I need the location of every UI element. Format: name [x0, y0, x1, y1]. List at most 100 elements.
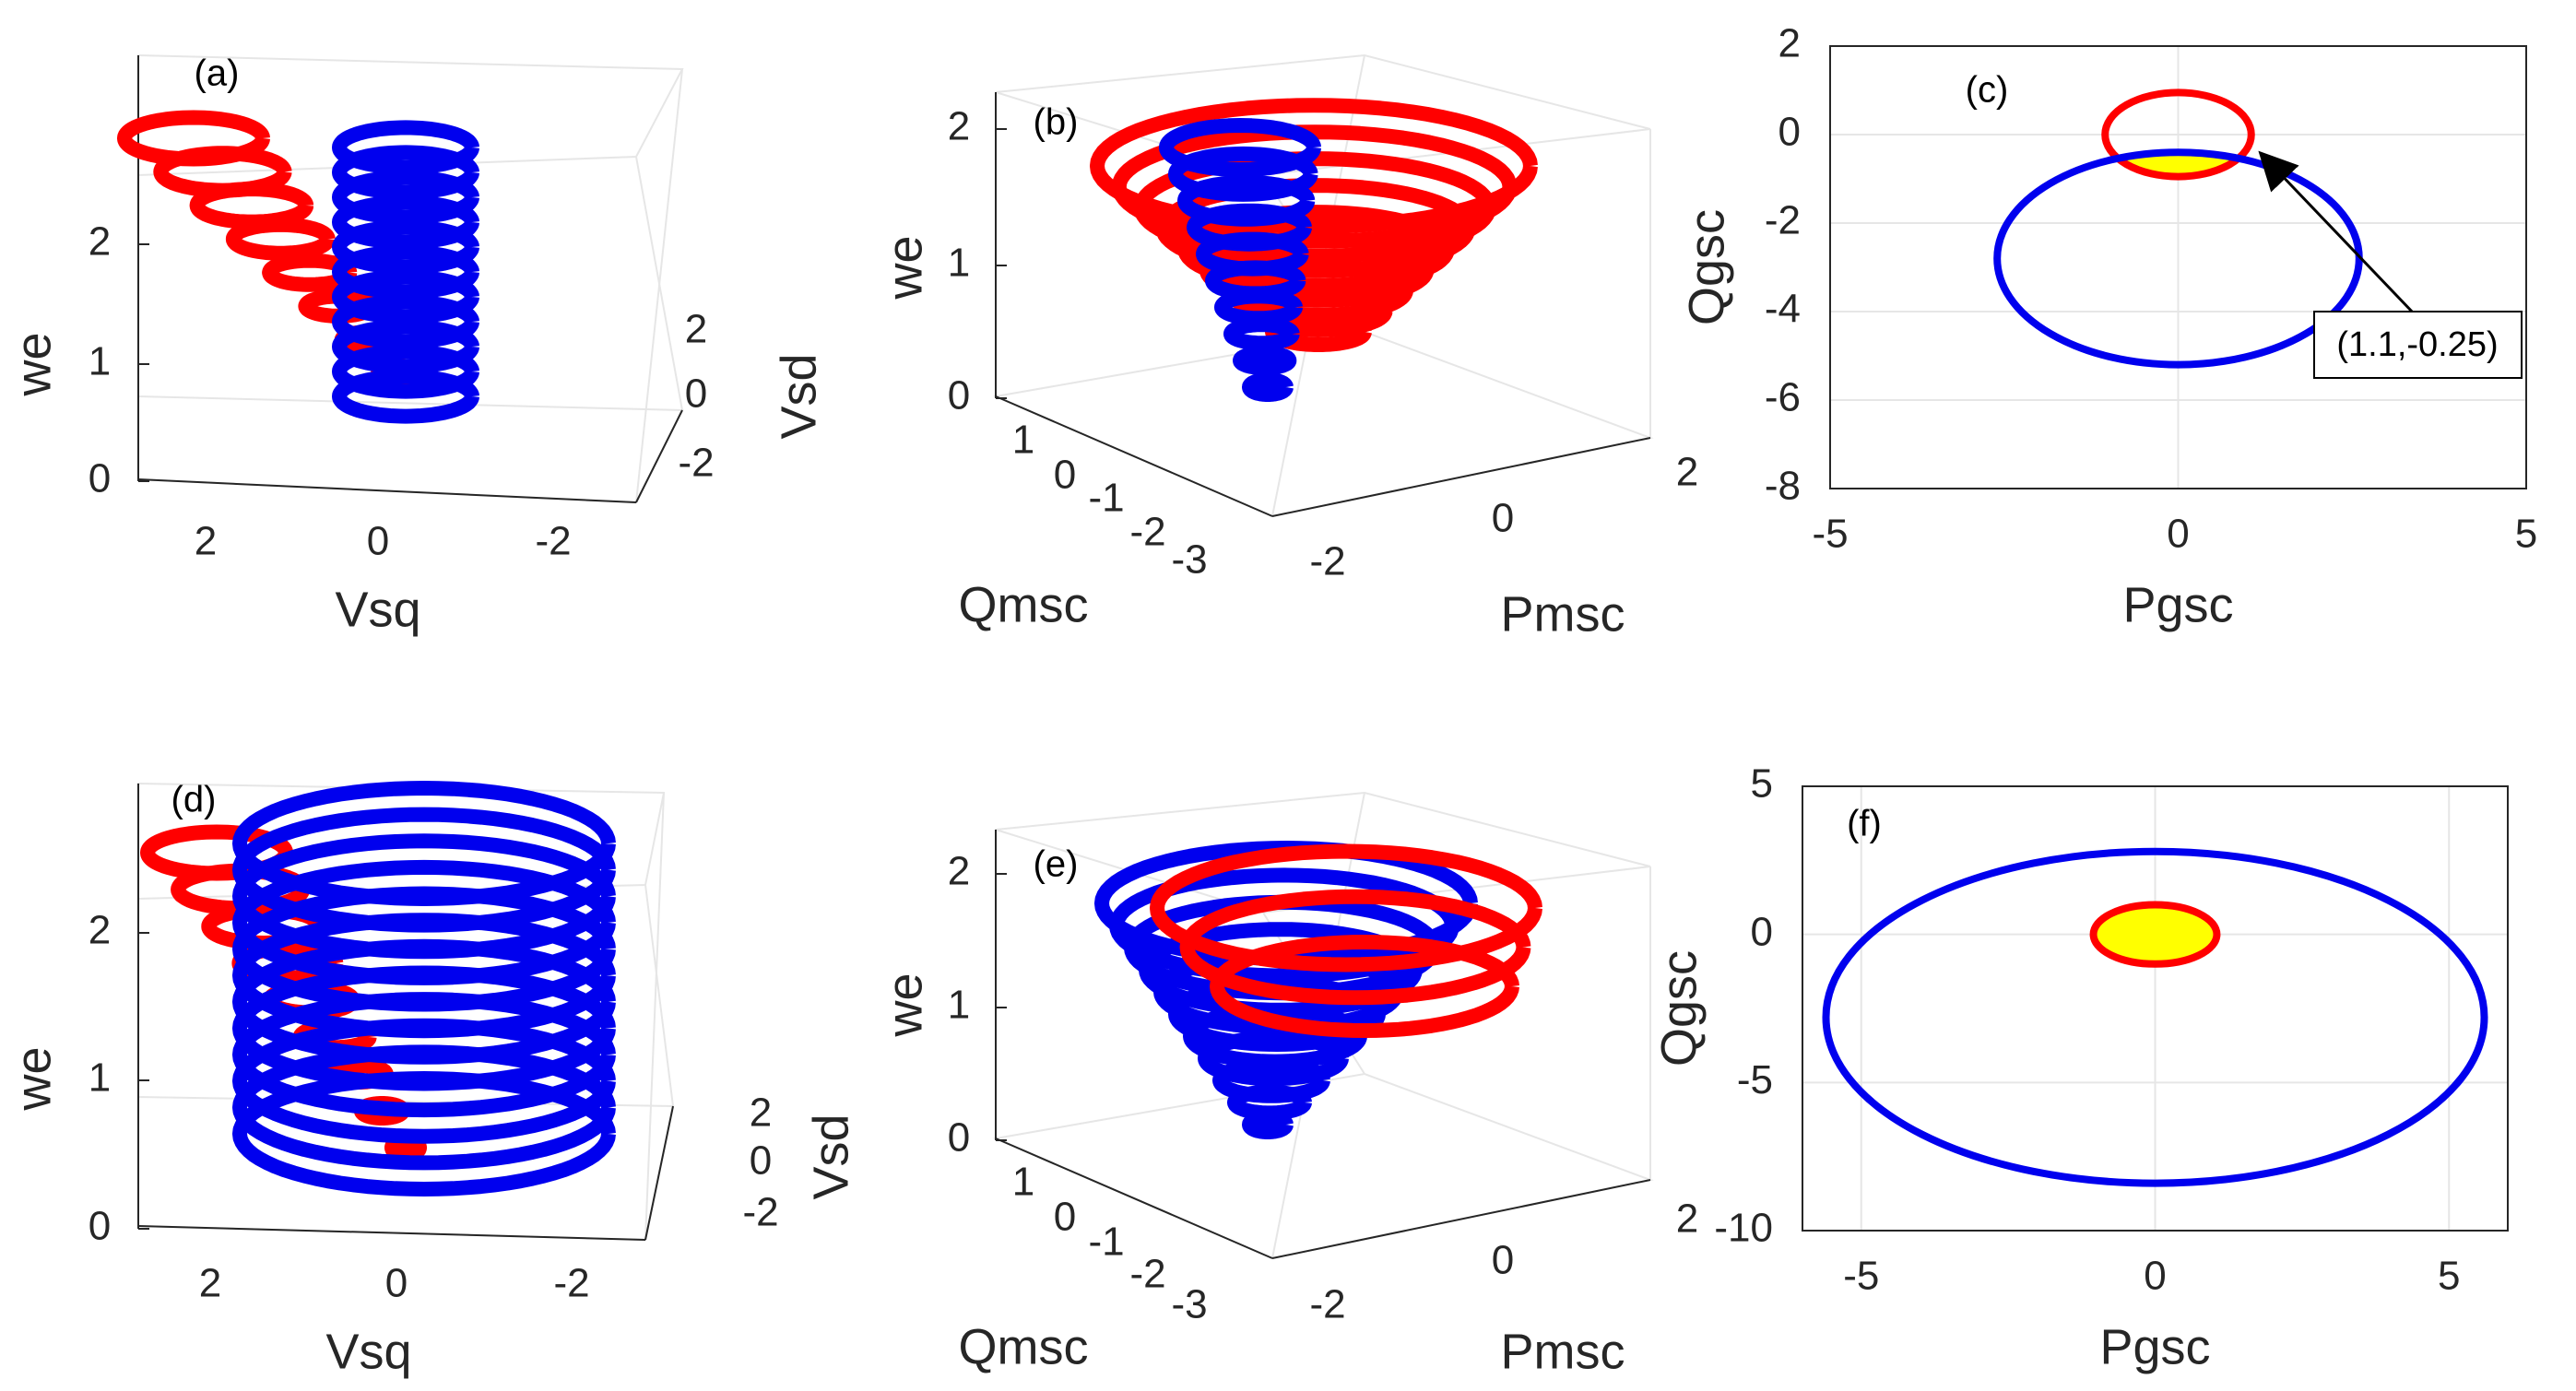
curve-c-red [2101, 88, 2255, 181]
helix-d-blue-turn-2 [232, 807, 616, 933]
x-tick-e-2: -1 [1088, 1220, 1124, 1265]
x-tick-d-2: -2 [553, 1261, 589, 1306]
z-tick-e-2: 2 [948, 849, 970, 894]
helix-a-blue-turn-10 [332, 344, 479, 399]
z-tick-a-2: 2 [89, 219, 111, 265]
x-label-f: Pgsc [2099, 1319, 2210, 1374]
x-axis-a [137, 478, 637, 503]
y-label-c: Qgsc [1679, 209, 1734, 325]
helix-d-blue-turn-6 [232, 913, 616, 1039]
panel-label-c: (c) [1966, 70, 2009, 111]
x-tick-a-0: 2 [195, 519, 217, 564]
box-edge-a-2 [635, 156, 683, 411]
x-label-a: Vsq [335, 582, 420, 637]
box-edge-d-2 [644, 884, 674, 1107]
helix-e-red-turn-1 [1150, 843, 1542, 973]
helix-a-red-turn-5 [262, 253, 358, 292]
y-label-a: Vsd [771, 353, 826, 439]
y-label-f: Qgsc [1651, 950, 1707, 1067]
helix-d-blue-turn-5 [232, 886, 616, 1012]
x-tick-b-2: -1 [1088, 476, 1124, 521]
panel-label-f: (f) [1847, 804, 1882, 844]
z-tick-d-0: 0 [89, 1204, 111, 1249]
annotation-text: (1.1,-0.25) [2336, 325, 2498, 364]
x-tick-d-1: 0 [385, 1261, 408, 1306]
y-tick-b-2: 2 [1676, 450, 1698, 495]
y-tick-f-2: -5 [1737, 1057, 1773, 1102]
helix-b-blue-turn-1 [1159, 118, 1321, 177]
y-axis-e [1271, 1179, 1651, 1259]
y-axis-d [644, 1105, 674, 1241]
z-tick-e-0: 0 [948, 1115, 970, 1161]
z-tick-b-2: 2 [948, 104, 970, 149]
helix-a-blue-turn-8 [332, 294, 479, 349]
z-tick-d-1: 1 [89, 1055, 111, 1101]
helix-b-blue-turn-7 [1214, 289, 1303, 326]
helix-e-red-turn-2 [1179, 889, 1531, 1006]
helix-e-blue-turn-10 [1227, 1084, 1312, 1121]
x-tick-b-0: 1 [1012, 418, 1034, 463]
y-tick-a-1: 0 [685, 371, 707, 417]
helix-d-blue-turn-3 [232, 833, 616, 960]
x-tick-c-2: 5 [2515, 512, 2537, 557]
curve-f-red [2089, 901, 2221, 968]
helix-a-red-turn-4 [225, 217, 336, 261]
helix-a-blue-turn-7 [332, 269, 479, 324]
x-tick-e-3: -2 [1129, 1252, 1165, 1297]
panel-label-a: (a) [195, 53, 240, 94]
y-axis-a [635, 409, 683, 503]
y-tick-f-1: 0 [1751, 909, 1773, 954]
helix-d-blue-turn-7 [232, 938, 616, 1065]
helix-d-blue-turn-4 [232, 859, 616, 985]
z-tick-b-0: 0 [948, 373, 970, 418]
annotation-arrow [2258, 150, 2416, 315]
y-tick-c-1: 0 [1778, 110, 1801, 155]
z-label-b: we [877, 235, 932, 300]
y-tick-d-0: 2 [750, 1090, 772, 1136]
x-tick-b-3: -2 [1129, 510, 1165, 555]
helix-b-blue-turn-9 [1233, 346, 1297, 376]
y-tick-c-2: -2 [1765, 198, 1801, 243]
y-label-b: Pmsc [1501, 586, 1625, 642]
y-tick-d-1: 0 [750, 1138, 772, 1184]
helix-e-red-turn-3 [1210, 935, 1519, 1038]
z-tick-d-2: 2 [89, 908, 111, 953]
plot-frame-c [1829, 45, 2527, 489]
helix-d-blue-turn-12 [232, 1071, 616, 1196]
helix-e-blue-turn-3 [1124, 894, 1441, 1001]
y-label-d: Vsd [803, 1114, 858, 1199]
helix-a-blue-turn-1 [332, 120, 479, 175]
y-tick-b-1: 0 [1492, 496, 1514, 541]
panel-label-d: (d) [171, 780, 217, 820]
y-tick-f-0: 5 [1751, 761, 1773, 807]
x-tick-b-1: 0 [1054, 453, 1076, 498]
y-tick-e-0: -2 [1309, 1282, 1345, 1327]
helix-a-blue-turn-4 [332, 195, 479, 250]
helix-a-blue-turn-2 [332, 145, 479, 200]
panel-label-e: (e) [1034, 844, 1079, 885]
helix-b-blue-turn-10 [1242, 372, 1294, 402]
x-tick-a-1: 0 [367, 519, 389, 564]
z-tick-b-1: 1 [948, 241, 970, 286]
y-tick-a-0: 2 [685, 307, 707, 352]
helix-b-red-turn-2 [1111, 124, 1518, 249]
x-label-d: Vsq [325, 1324, 411, 1379]
z-tick-a-1: 1 [89, 339, 111, 384]
y-tick-c-0: 2 [1778, 21, 1801, 66]
y-tick-e-2: 2 [1676, 1196, 1698, 1242]
z-label-d: we [6, 1046, 61, 1111]
box-edge-d-1 [644, 792, 665, 1241]
helix-b-red-turn-4 [1155, 178, 1476, 278]
panel-label-b: (b) [1034, 102, 1079, 143]
z-tick-e-1: 1 [948, 983, 970, 1028]
helix-a-blue-turn-3 [332, 170, 479, 225]
z-label-e: we [877, 973, 932, 1037]
x-label-b: Qmsc [959, 577, 1089, 632]
y-tick-c-3: -4 [1765, 287, 1801, 332]
y-tick-c-4: -6 [1765, 375, 1801, 420]
helix-d-blue-turn-11 [232, 1044, 616, 1171]
x-tick-f-2: 5 [2438, 1254, 2460, 1299]
y-tick-c-5: -8 [1765, 464, 1801, 509]
helix-d-blue-turn-8 [232, 965, 616, 1091]
helix-a-blue-turn-5 [332, 219, 479, 275]
